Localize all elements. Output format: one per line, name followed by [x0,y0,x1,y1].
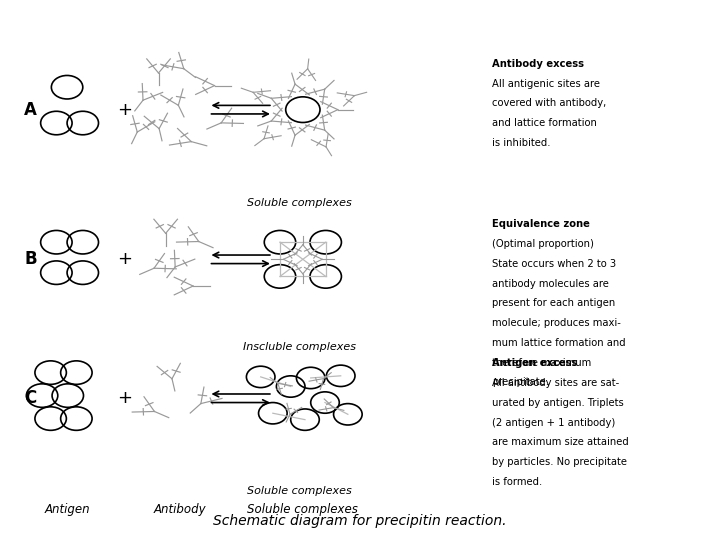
Text: C: C [24,389,37,407]
Text: are maximum size attained: are maximum size attained [492,437,629,447]
Text: Soluble complexes: Soluble complexes [247,198,351,208]
Text: Soluble complexes: Soluble complexes [247,487,351,496]
Text: molecule; produces maxi-: molecule; produces maxi- [492,318,621,328]
Text: mum lattice formation and: mum lattice formation and [492,338,626,348]
Text: Antigen excess: Antigen excess [492,358,577,368]
Text: Inscluble complexes: Inscluble complexes [243,342,356,352]
Text: Antibody excess: Antibody excess [492,59,584,69]
Text: Schematic diagram for precipitin reaction.: Schematic diagram for precipitin reactio… [213,514,507,528]
Text: +: + [117,251,132,268]
Text: by particles. No precipitate: by particles. No precipitate [492,457,627,467]
Text: and lattice formation: and lattice formation [492,118,597,128]
Text: +: + [117,100,132,119]
Text: Antibody: Antibody [153,503,206,516]
Text: B: B [24,251,37,268]
Text: (2 antigen + 1 antibody): (2 antigen + 1 antibody) [492,417,616,428]
Text: urated by antigen. Triplets: urated by antigen. Triplets [492,398,624,408]
Text: precipitate.: precipitate. [492,377,549,387]
Text: therefore maximum: therefore maximum [492,357,591,368]
Text: present for each antigen: present for each antigen [492,298,616,308]
Text: A: A [24,100,37,119]
Text: (Optimal proportion): (Optimal proportion) [492,239,594,249]
Text: State occurs when 2 to 3: State occurs when 2 to 3 [492,259,616,269]
Text: covered with antibody,: covered with antibody, [492,98,606,109]
Text: Soluble complexes: Soluble complexes [248,503,359,516]
Text: Equivalence zone: Equivalence zone [492,219,590,229]
Text: antibody molecules are: antibody molecules are [492,279,609,288]
Text: All antigenic sites are: All antigenic sites are [492,79,600,89]
Text: +: + [117,389,132,407]
Text: is inhibited.: is inhibited. [492,138,551,148]
Text: All antibody sites are sat-: All antibody sites are sat- [492,378,619,388]
Text: Antigen: Antigen [44,503,90,516]
Text: is formed.: is formed. [492,477,542,487]
